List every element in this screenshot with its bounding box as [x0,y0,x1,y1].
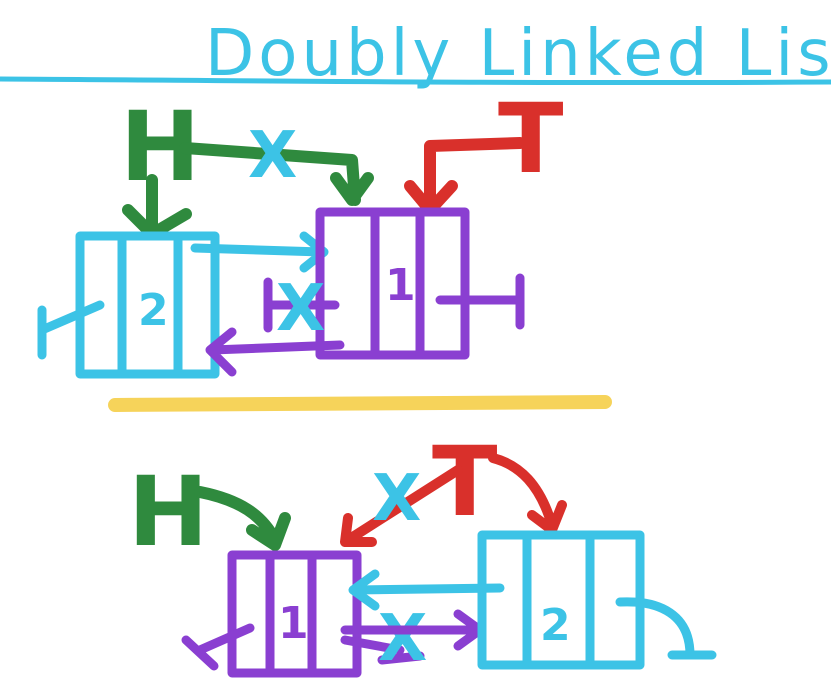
bottom-node-2-next-null [615,597,717,660]
top-node-2-prev-null [37,300,105,360]
top-node-1-value: 1 [385,260,416,311]
bottom-node-2-prev-arrow [348,569,505,611]
section-divider [108,395,612,412]
top-diagram: H X T 2 1 [37,83,563,379]
bottom-old-null-cross: X [378,602,427,676]
top-node-1-old-prev-null [263,277,340,333]
bottom-node-1-prev-null [181,623,255,671]
top-node-2-box [75,231,220,379]
bottom-diagram: H T X 1 X 2 [128,426,717,678]
bottom-tail-old-arrow [340,465,463,547]
top-node-1-box [315,207,470,360]
bottom-head-label: H [128,456,208,568]
top-node-2: 2 [37,231,329,379]
bottom-node-1-value: 1 [278,598,309,649]
bottom-node-2-value: 2 [540,600,571,651]
top-node-2-value: 2 [138,285,169,336]
bottom-node-1-old-next-null [340,635,425,665]
top-head-pointer-cross: X [248,119,297,193]
title-underline [0,76,831,86]
top-node-1-next-null [435,273,525,330]
top-node-1: 1 X [205,207,525,377]
bottom-node-1: 1 X [181,550,485,678]
bottom-tail-old-cross: X [372,462,421,536]
top-old-null-cross: X [276,272,325,346]
diagram-title: Doubly Linked List [205,17,831,91]
bottom-node-2: 2 [348,530,717,670]
bottom-head-arrow [194,486,291,551]
top-head-right-arrow [179,142,374,206]
bottom-tail-new-arrow [488,453,567,535]
top-node-1-prev-arrow [205,327,345,377]
bottom-node-1-box [227,550,362,678]
